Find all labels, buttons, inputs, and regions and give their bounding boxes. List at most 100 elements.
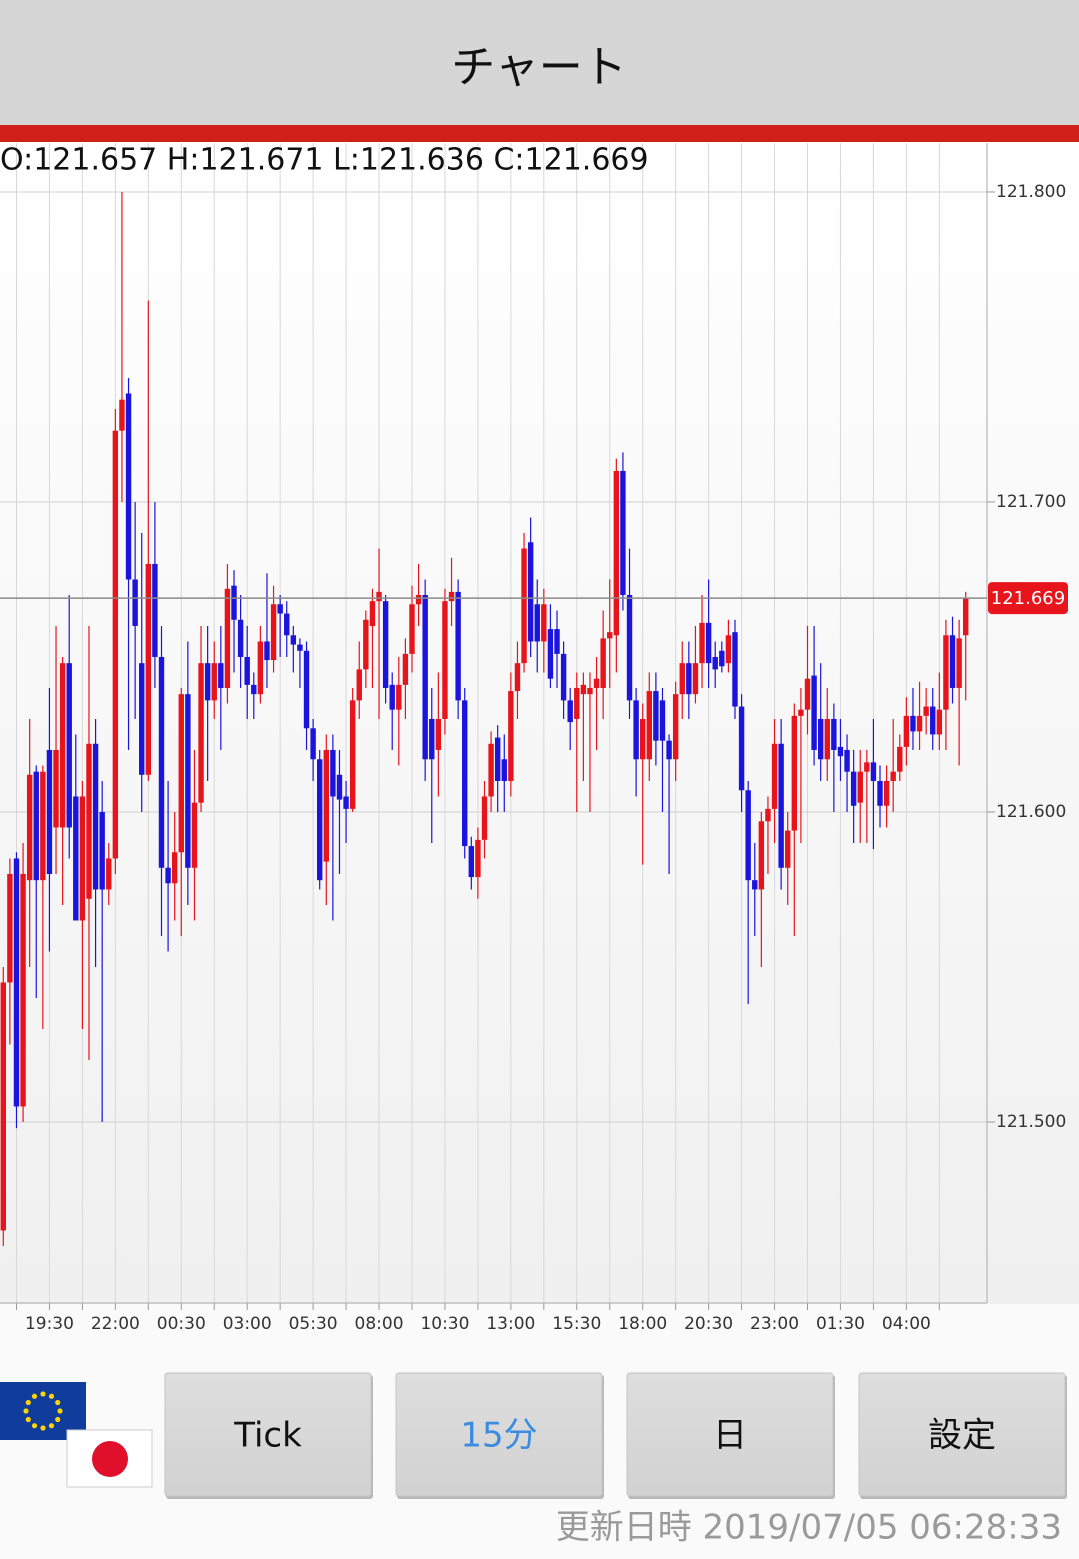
candle-body	[831, 718, 837, 750]
candle-body	[376, 591, 382, 602]
candle-body	[435, 718, 442, 750]
candle-body	[20, 873, 26, 1107]
candle-body	[758, 821, 765, 890]
candle-body	[86, 743, 92, 899]
x-tick-label: 23:00	[750, 1314, 799, 1334]
eu-star	[25, 1399, 31, 1406]
candle-body	[547, 629, 554, 679]
button[interactable]	[395, 1372, 603, 1497]
x-tick-label: 19:30	[25, 1314, 74, 1334]
candle-body	[850, 771, 857, 806]
candle-body	[198, 663, 204, 803]
candle-body	[323, 749, 329, 862]
candle-body	[659, 700, 666, 741]
x-tick-label: 22:00	[91, 1314, 140, 1334]
x-tick-label: 18:00	[618, 1314, 667, 1334]
candle-body	[369, 601, 376, 626]
x-tick-label: 04:00	[882, 1314, 931, 1334]
candle-body	[53, 749, 59, 828]
accent-bar	[0, 125, 1079, 142]
candle-body	[79, 796, 86, 921]
candle-body	[185, 694, 191, 868]
candle-body	[870, 762, 877, 781]
candle-body	[218, 663, 224, 688]
eu-star	[55, 1416, 61, 1423]
candle-body	[356, 669, 362, 701]
x-tick-label: 00:30	[157, 1314, 206, 1334]
button-label[interactable]: Tick	[233, 1416, 302, 1456]
candle-body	[494, 737, 501, 781]
candle-body	[593, 678, 600, 688]
button-label[interactable]: 15分	[460, 1416, 537, 1456]
button[interactable]	[858, 1372, 1066, 1497]
x-tick-label: 15:30	[552, 1314, 601, 1334]
candle-body	[949, 635, 956, 688]
candle-body	[257, 641, 264, 695]
candle-body	[442, 601, 448, 719]
candle-body	[910, 715, 916, 732]
chart: 121.500 121.600 121.700 121.800 19:30 22:00 00…	[0, 143, 1068, 1334]
candle-body	[752, 880, 758, 890]
candle-body	[448, 591, 455, 602]
candle-body	[527, 542, 534, 642]
x-tick-label: 20:30	[684, 1314, 733, 1334]
candle-body	[119, 399, 125, 431]
candle-body	[363, 619, 369, 670]
candle-body	[613, 470, 620, 636]
candle-body	[270, 604, 277, 661]
x-tick-label: 03:00	[223, 1314, 272, 1334]
candle-body	[468, 846, 475, 878]
candle-body	[508, 691, 514, 781]
candle-body	[99, 811, 105, 890]
eu-star	[31, 1393, 38, 1399]
candle-body	[633, 700, 639, 760]
candle-body	[521, 548, 527, 664]
button[interactable]	[626, 1372, 834, 1497]
candle-body	[237, 619, 244, 657]
candle-body	[817, 718, 824, 760]
candle-body	[501, 759, 507, 781]
candle-body	[560, 653, 567, 701]
candle-body	[943, 635, 949, 710]
x-tick-label: 10:30	[420, 1314, 469, 1334]
button[interactable]	[164, 1372, 372, 1497]
candle-body	[897, 746, 903, 772]
x-tick-label: 05:30	[289, 1314, 338, 1334]
candle-body	[936, 709, 943, 735]
candle-body	[725, 635, 732, 664]
candle-body	[204, 663, 211, 701]
candle-body	[646, 691, 652, 760]
candle-body	[956, 638, 962, 688]
candle-body	[732, 632, 738, 707]
y-tick-label: 121.800	[996, 182, 1066, 202]
button-label[interactable]: 日	[713, 1416, 747, 1456]
candle-body	[382, 601, 389, 688]
candle-body	[705, 622, 712, 664]
eu-star	[25, 1416, 31, 1423]
candle-body	[778, 743, 784, 868]
candle-body	[864, 762, 870, 772]
candle-body	[343, 796, 349, 809]
candle-body	[317, 759, 323, 881]
candle-body	[429, 718, 435, 760]
candle-body	[844, 749, 850, 772]
candle-body	[791, 715, 798, 831]
eu-star	[57, 1408, 63, 1414]
x-tick-label: 08:00	[355, 1314, 404, 1334]
candle-body	[139, 663, 145, 775]
candle-body	[330, 749, 336, 797]
candle-body	[409, 604, 415, 654]
candle-body	[211, 663, 217, 701]
candle-body	[890, 771, 896, 781]
candle-body	[106, 858, 112, 890]
y-tick-label: 121.600	[996, 802, 1066, 822]
candle-body	[785, 830, 791, 868]
candle-body	[488, 743, 494, 797]
button-label[interactable]: 設定	[928, 1416, 996, 1456]
candle-body	[33, 771, 39, 881]
candle-body	[303, 650, 310, 729]
candle-body	[903, 715, 910, 747]
candle-body	[719, 650, 725, 667]
candle-body	[336, 774, 343, 800]
